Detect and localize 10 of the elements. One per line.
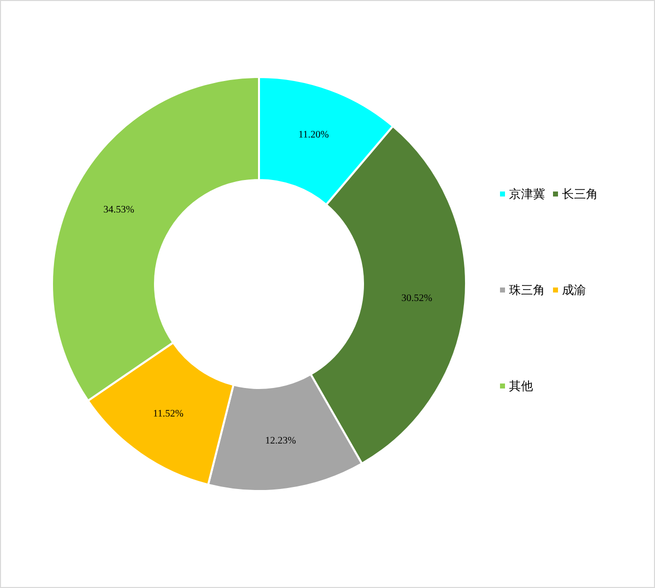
data-label: 11.20% <box>298 130 329 141</box>
data-label: 34.53% <box>103 204 134 216</box>
legend-label: 其他 <box>509 379 533 393</box>
legend-label: 长三角 <box>562 187 598 201</box>
data-label: 12.23% <box>265 436 296 447</box>
legend-label: 成渝 <box>562 283 586 297</box>
legend-label: 珠三角 <box>509 283 545 297</box>
data-label: 11.52% <box>152 408 184 420</box>
legend-label: 京津冀 <box>509 187 545 201</box>
data-label: 30.52% <box>401 293 432 304</box>
